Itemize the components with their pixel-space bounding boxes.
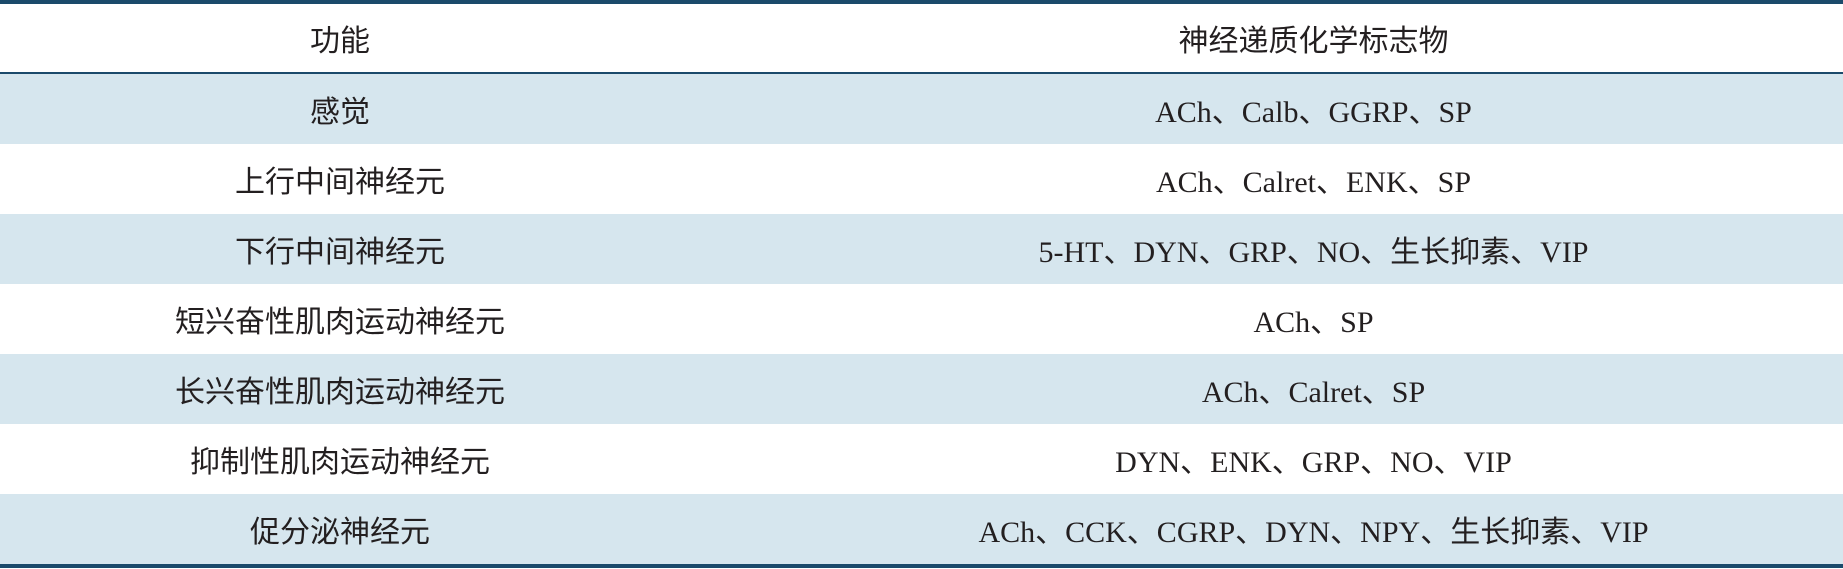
markers-cell: ACh、SP: [1253, 306, 1374, 339]
markers-cell: ACh、Calret、SP: [680, 354, 1843, 424]
markers-cell: ACh、CCK、CGRP、DYN、NPY、生长抑素、VIP: [680, 494, 1843, 566]
header-function: 功能: [0, 2, 680, 74]
table-row: 促分泌神经元 ACh、CCK、CGRP、DYN、NPY、生长抑素、VIP: [0, 494, 1843, 566]
function-cell: 长兴奋性肌肉运动神经元: [0, 354, 680, 424]
markers-cell: 5-HT、DYN、GRP、NO、生长抑素、VIP: [680, 214, 1843, 284]
table-row: 长兴奋性肌肉运动神经元 ACh、Calret、SP: [0, 354, 1843, 424]
header-row: 功能 神经递质化学标志物: [0, 2, 1843, 74]
function-cell: 促分泌神经元: [0, 494, 680, 566]
function-cell: 感觉: [0, 73, 680, 144]
table-row: 上行中间神经元 ACh、Calret、ENK、SP: [0, 144, 1843, 214]
table-row: 抑制性肌肉运动神经元 DYN、ENK、GRP、NO、VIP: [0, 424, 1843, 494]
table-row: 感觉 ACh、Calb、GGRP、SP: [0, 73, 1843, 144]
function-cell: 上行中间神经元: [235, 166, 445, 199]
markers-cell: ACh、Calret、ENK、SP: [1156, 166, 1471, 199]
table-row: 下行中间神经元 5-HT、DYN、GRP、NO、生长抑素、VIP: [0, 214, 1843, 284]
function-cell: 抑制性肌肉运动神经元: [190, 446, 490, 479]
function-cell: 下行中间神经元: [0, 214, 680, 284]
function-cell: 短兴奋性肌肉运动神经元: [175, 306, 505, 339]
table-row: 短兴奋性肌肉运动神经元 ACh、SP: [0, 284, 1843, 354]
markers-cell: ACh、Calb、GGRP、SP: [680, 73, 1843, 144]
markers-cell: DYN、ENK、GRP、NO、VIP: [1115, 446, 1512, 479]
header-markers: 神经递质化学标志物: [680, 2, 1843, 74]
